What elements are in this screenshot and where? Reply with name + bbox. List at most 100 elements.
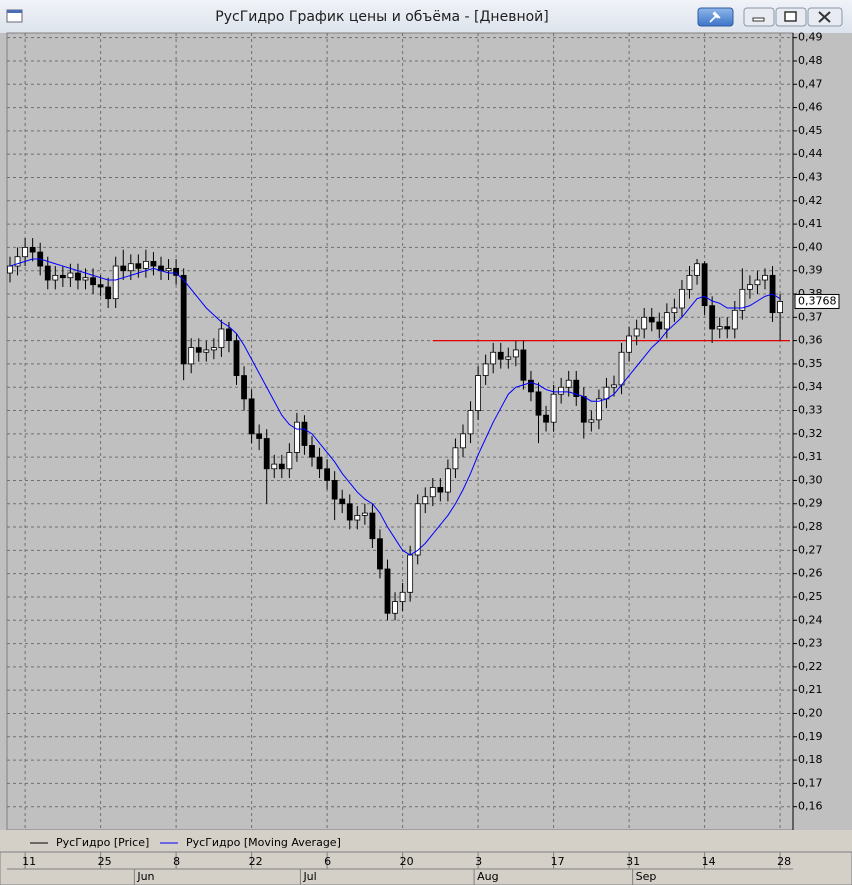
candle-body [550, 393, 557, 423]
y-tick-label: 0,39 [798, 264, 823, 277]
candle-body [452, 447, 459, 470]
candle-body [520, 349, 527, 381]
candle-body [127, 263, 134, 272]
candle-body [278, 463, 285, 470]
y-tick-label: 0,30 [798, 473, 823, 486]
y-tick-label: 0,28 [798, 520, 823, 533]
candle-body [392, 601, 398, 614]
y-tick-label: 0,44 [798, 147, 823, 160]
candle-body [309, 445, 315, 458]
candle-body [377, 538, 383, 570]
candle-body [512, 349, 519, 358]
candle-body [747, 284, 753, 290]
candle-body [701, 263, 708, 307]
y-tick-label: 0,19 [798, 730, 823, 743]
x-tick-label: 14 [702, 855, 716, 868]
candle-body [399, 591, 406, 603]
candle-body [422, 496, 429, 505]
candle-body [135, 263, 142, 269]
candle-body [14, 256, 21, 267]
candle-body [7, 265, 13, 274]
candle-body [324, 468, 331, 481]
candle-body [762, 274, 768, 281]
x-tick-label: 11 [22, 855, 36, 868]
candle-body [97, 284, 104, 288]
candle-body [286, 452, 293, 470]
last-price-label: 0,3768 [798, 294, 837, 307]
candle-body [165, 267, 172, 272]
y-tick-label: 0,26 [798, 567, 823, 580]
candle-body [603, 386, 610, 400]
candle-body [346, 503, 353, 521]
candle-body [218, 328, 225, 349]
candle-body [173, 267, 180, 276]
candle-body [407, 554, 414, 593]
candle-body [59, 274, 66, 279]
candle-body [256, 433, 263, 439]
candle-body [271, 463, 278, 470]
x-tick-label: 25 [98, 855, 112, 868]
y-tick-label: 0,17 [798, 776, 823, 789]
month-label: Aug [477, 870, 498, 883]
candle-body [535, 391, 542, 416]
legend-label: РусГидро [Price] [56, 836, 149, 849]
candle-body [716, 326, 723, 330]
y-tick-label: 0,37 [798, 310, 823, 323]
candle-body [475, 375, 482, 411]
candle-body [361, 512, 368, 516]
candle-body [293, 421, 300, 453]
y-tick-label: 0,20 [798, 706, 823, 719]
month-label: Jun [136, 870, 154, 883]
y-tick-label: 0,32 [798, 427, 823, 440]
candle-body [44, 265, 51, 281]
candle-body [709, 305, 716, 330]
candle-body [482, 363, 489, 376]
y-tick-label: 0,22 [798, 660, 823, 673]
close-button[interactable] [807, 7, 843, 27]
candle-body [150, 260, 157, 267]
candle-body [490, 351, 497, 365]
candle-body [120, 265, 127, 272]
legend-strip [0, 830, 852, 852]
candle-body [505, 356, 512, 360]
candle-body [75, 272, 81, 281]
candle-body [656, 321, 663, 330]
candle-body [248, 398, 255, 435]
month-label: Sep [636, 870, 657, 883]
candle-body [437, 487, 444, 493]
candle-body [369, 512, 376, 540]
candle-body [739, 288, 746, 311]
candle-body [686, 274, 693, 290]
candle-body [467, 410, 474, 435]
candle-body [543, 414, 549, 423]
pin-button[interactable] [697, 7, 734, 27]
x-tick-label: 17 [551, 855, 565, 868]
candle-body [633, 328, 640, 337]
y-tick-label: 0,24 [798, 613, 823, 626]
candle-body [641, 316, 648, 330]
minimize-button[interactable] [743, 7, 775, 27]
x-tick-label: 22 [249, 855, 263, 868]
candle-body [671, 307, 678, 314]
restore-button[interactable] [775, 7, 807, 27]
candle-body [497, 351, 504, 360]
candle-body [263, 438, 270, 470]
candle-body [580, 396, 587, 423]
candle-body [90, 277, 96, 286]
candle-body [195, 347, 202, 353]
candle-body [233, 340, 240, 376]
x-tick-label: 28 [777, 855, 791, 868]
candle-body [316, 456, 323, 470]
candle-body [777, 301, 783, 314]
y-tick-label: 0,31 [798, 450, 823, 463]
app-icon [6, 9, 23, 23]
month-label: Jul [302, 870, 316, 883]
candle-body [384, 568, 391, 614]
candle-body [694, 263, 700, 276]
y-tick-label: 0,43 [798, 170, 823, 183]
y-tick-label: 0,47 [798, 77, 823, 90]
y-tick-label: 0,35 [798, 357, 823, 370]
plot-area [6, 32, 794, 831]
candle-body [460, 433, 466, 449]
